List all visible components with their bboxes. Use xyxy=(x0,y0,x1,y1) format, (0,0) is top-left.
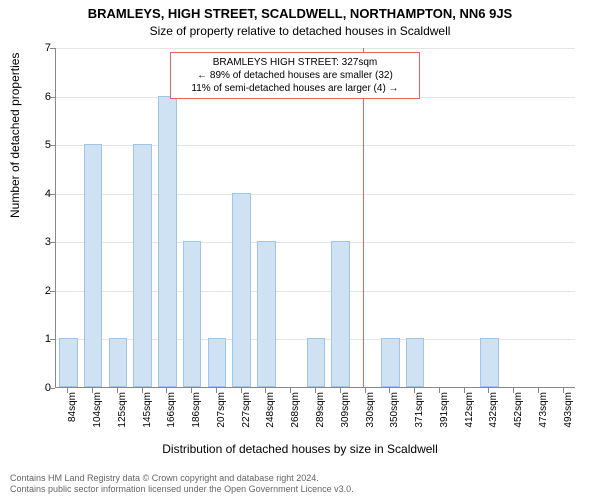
histogram-bar xyxy=(307,338,326,387)
x-tick-label: 412sqm xyxy=(464,392,475,440)
x-tick-label: 473sqm xyxy=(538,392,549,440)
x-tick-label: 268sqm xyxy=(290,392,301,440)
y-tick-label: 4 xyxy=(35,188,51,200)
plot-area xyxy=(55,48,575,388)
histogram-bar xyxy=(406,338,425,387)
histogram-bar xyxy=(257,241,276,387)
footer-line1: Contains HM Land Registry data © Crown c… xyxy=(10,473,354,485)
x-tick-label: 104sqm xyxy=(92,392,103,440)
y-tick-mark xyxy=(50,97,55,98)
histogram-bar xyxy=(84,144,103,387)
y-tick-label: 1 xyxy=(35,333,51,345)
x-tick-label: 166sqm xyxy=(166,392,177,440)
chart-title-sub: Size of property relative to detached ho… xyxy=(0,24,600,38)
histogram-bar xyxy=(232,193,251,387)
y-tick-mark xyxy=(50,48,55,49)
x-tick-label: 493sqm xyxy=(563,392,574,440)
x-tick-label: 125sqm xyxy=(117,392,128,440)
gridline xyxy=(56,48,575,49)
y-tick-label: 7 xyxy=(35,42,51,54)
x-tick-label: 350sqm xyxy=(389,392,400,440)
annotation-line: ← 89% of detached houses are smaller (32… xyxy=(177,69,413,82)
chart-title-main: BRAMLEYS, HIGH STREET, SCALDWELL, NORTHA… xyxy=(0,6,600,21)
y-tick-label: 5 xyxy=(35,139,51,151)
histogram-bar xyxy=(133,144,152,387)
y-tick-label: 2 xyxy=(35,285,51,297)
histogram-bar xyxy=(381,338,400,387)
y-tick-mark xyxy=(50,388,55,389)
x-tick-label: 371sqm xyxy=(414,392,425,440)
y-tick-mark xyxy=(50,242,55,243)
y-tick-label: 6 xyxy=(35,91,51,103)
annotation-line: 11% of semi-detached houses are larger (… xyxy=(177,82,413,95)
x-tick-label: 84sqm xyxy=(67,392,78,440)
histogram-bar xyxy=(59,338,78,387)
x-tick-label: 186sqm xyxy=(191,392,202,440)
histogram-bar xyxy=(109,338,128,387)
footer-attribution: Contains HM Land Registry data © Crown c… xyxy=(10,473,354,496)
x-tick-label: 330sqm xyxy=(365,392,376,440)
histogram-bar xyxy=(183,241,202,387)
y-tick-label: 3 xyxy=(35,236,51,248)
y-tick-label: 0 xyxy=(35,382,51,394)
annotation-box: BRAMLEYS HIGH STREET: 327sqm← 89% of det… xyxy=(170,52,420,99)
y-tick-mark xyxy=(50,339,55,340)
x-tick-label: 145sqm xyxy=(142,392,153,440)
x-tick-label: 309sqm xyxy=(340,392,351,440)
histogram-bar xyxy=(480,338,499,387)
y-axis-label: Number of detached properties xyxy=(8,53,22,218)
x-axis-label: Distribution of detached houses by size … xyxy=(0,442,600,456)
histogram-bar xyxy=(208,338,227,387)
annotation-line: BRAMLEYS HIGH STREET: 327sqm xyxy=(177,56,413,69)
histogram-bar xyxy=(158,96,177,387)
x-tick-label: 391sqm xyxy=(439,392,450,440)
x-tick-label: 248sqm xyxy=(265,392,276,440)
x-tick-label: 289sqm xyxy=(315,392,326,440)
x-tick-label: 207sqm xyxy=(216,392,227,440)
histogram-bar xyxy=(331,241,350,387)
x-tick-label: 432sqm xyxy=(488,392,499,440)
y-tick-mark xyxy=(50,194,55,195)
y-tick-mark xyxy=(50,291,55,292)
y-tick-mark xyxy=(50,145,55,146)
footer-line2: Contains public sector information licen… xyxy=(10,484,354,496)
property-size-histogram: BRAMLEYS, HIGH STREET, SCALDWELL, NORTHA… xyxy=(0,0,600,500)
x-tick-label: 452sqm xyxy=(513,392,524,440)
x-tick-label: 227sqm xyxy=(241,392,252,440)
